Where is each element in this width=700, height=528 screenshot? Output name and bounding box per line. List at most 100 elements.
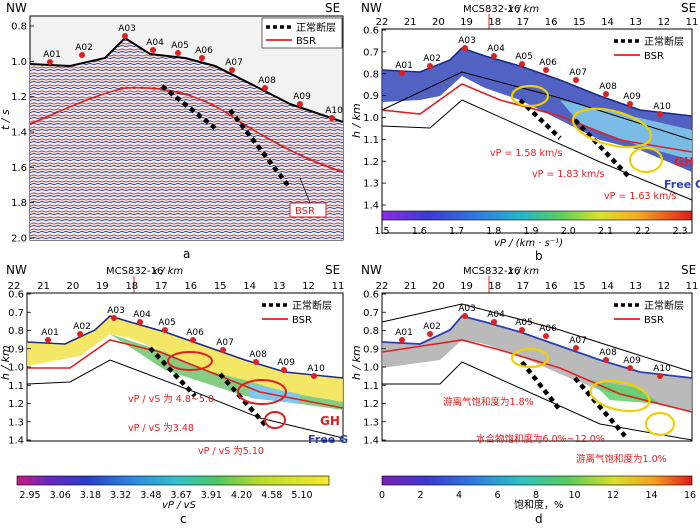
colorbar-tick-label: 3.48 bbox=[140, 490, 161, 501]
y-tick-label: 1.2 bbox=[11, 92, 27, 103]
y-tick-label: 1.4 bbox=[363, 201, 379, 212]
normal-fault-1 bbox=[520, 360, 562, 412]
station-marker bbox=[253, 359, 259, 365]
station-label: A08 bbox=[249, 350, 267, 360]
panel-d: NW SE MCS832-16 x / km 22 21 20 19 18 17 16 15 1… bbox=[350, 263, 698, 526]
panel-b: NW SE MCS832-16 x / km 22 21 20 19 18 17 16 15 1… bbox=[350, 1, 700, 263]
y-tick-label: 1.4 bbox=[11, 128, 27, 139]
y-tick-label: 2.0 bbox=[11, 234, 27, 245]
normal-fault-2 bbox=[228, 108, 292, 190]
y-ticks: 0.8 1.0 1.2 1.4 1.6 1.8 2.0 bbox=[11, 22, 34, 245]
stations: A01 A02 A03 A04 A05 A06 A07 A08 A09 A10 bbox=[395, 304, 671, 379]
colorbar-tick-label: 2.0 bbox=[561, 226, 576, 237]
direction-se-label: SE bbox=[325, 1, 340, 15]
station-label: A03 bbox=[458, 36, 476, 46]
normal-fault-2 bbox=[573, 376, 627, 438]
x-tick-label: 13 bbox=[629, 281, 642, 292]
station-label: A10 bbox=[325, 106, 343, 116]
station-label: A05 bbox=[515, 318, 533, 328]
saturation-annotation-1: 游离气饱和度为1.8% bbox=[443, 396, 534, 408]
profile-label: MCS832-16 bbox=[463, 4, 520, 15]
colorbar-tick-label: 4.58 bbox=[261, 490, 282, 501]
direction-se-label: SE bbox=[681, 263, 696, 277]
ratio-annotation-2: vP / vS 为3.48 bbox=[128, 422, 194, 434]
x-tick-label: 21 bbox=[404, 17, 417, 28]
anomaly-ellipse-3 bbox=[264, 411, 286, 429]
station-marker bbox=[462, 313, 468, 319]
y-tick-label: 1.0 bbox=[8, 363, 24, 374]
x-ticks: 22 21 20 19 18 17 16 15 14 13 12 11 bbox=[376, 17, 699, 28]
station-label: A03 bbox=[458, 304, 476, 314]
y-tick-label: 1.0 bbox=[363, 363, 379, 374]
seafloor-line bbox=[381, 314, 693, 379]
station-marker bbox=[190, 337, 196, 343]
station-marker bbox=[427, 331, 433, 337]
station-label: A07 bbox=[216, 338, 234, 348]
seafloor-line bbox=[29, 36, 344, 123]
station-label: A04 bbox=[487, 310, 505, 320]
velocity-annotation-3: vP = 1.63 km/s bbox=[604, 191, 676, 202]
x-tick-label: 19 bbox=[96, 281, 109, 292]
gh-edge-label: GH bbox=[674, 155, 694, 169]
station-label: A07 bbox=[225, 58, 243, 68]
x-tick-label: 15 bbox=[214, 281, 227, 292]
station-label: A05 bbox=[515, 52, 533, 62]
bsr-line bbox=[27, 339, 344, 409]
x-tick-label: 17 bbox=[517, 17, 530, 28]
colorbar bbox=[16, 475, 330, 486]
x-tick-label: 19 bbox=[460, 17, 473, 28]
colorbar bbox=[381, 475, 693, 486]
ratio-field-lower bbox=[110, 334, 343, 410]
station-label: A06 bbox=[186, 328, 204, 338]
station-label: A08 bbox=[599, 348, 617, 358]
horizon-lower bbox=[381, 99, 693, 201]
y-tick-label: 1.3 bbox=[363, 179, 379, 190]
station-marker bbox=[297, 101, 303, 107]
station-label: A06 bbox=[539, 324, 557, 334]
x-tick-label: 12 bbox=[657, 281, 670, 292]
colorbar-tick-label: 1.7 bbox=[449, 226, 464, 237]
direction-se-label: SE bbox=[325, 263, 340, 277]
station-marker bbox=[262, 85, 268, 91]
colorbar-label: vP / (km · s⁻¹) bbox=[494, 238, 563, 249]
station-marker bbox=[281, 367, 287, 373]
x-tick-label: 17 bbox=[155, 281, 168, 292]
station-marker bbox=[122, 33, 128, 39]
station-marker bbox=[229, 67, 235, 73]
bsr-line bbox=[381, 339, 693, 413]
horizon-upper bbox=[381, 71, 693, 141]
y-tick-label: 0.7 bbox=[363, 47, 379, 58]
x-tick-label: 20 bbox=[432, 17, 445, 28]
bsr-line bbox=[29, 86, 344, 173]
seafloor-line bbox=[381, 47, 693, 117]
station-label: A01 bbox=[41, 328, 59, 338]
anomaly-ellipse-3 bbox=[644, 411, 676, 437]
direction-nw-label: NW bbox=[361, 263, 382, 277]
station-label: A02 bbox=[423, 54, 441, 64]
station-label: A05 bbox=[171, 41, 189, 51]
x-axis-label: x / km bbox=[151, 266, 183, 277]
colorbar-tick-label: 2.2 bbox=[635, 226, 650, 237]
legend-fault-label: 正常断层 bbox=[296, 21, 336, 34]
x-tick-label: 21 bbox=[37, 281, 50, 292]
bsr-callout-box bbox=[289, 202, 327, 218]
y-tick-label: 1.1 bbox=[363, 135, 379, 146]
normal-fault-1 bbox=[160, 84, 217, 130]
bsr-callout-label: BSR bbox=[295, 206, 315, 217]
legend-box bbox=[610, 32, 690, 62]
station-marker bbox=[603, 357, 609, 363]
colorbar-tick-label: 10 bbox=[568, 490, 580, 501]
colorbar-tick-label: 2.3 bbox=[672, 226, 687, 237]
panel-a: NW SE 正常断层 BSR BSR t / s 0.8 1.0 1.2 1.4 1.6… bbox=[0, 1, 344, 261]
legend-bsr-label: BSR bbox=[292, 315, 312, 326]
y-tick-label: 0.8 bbox=[8, 326, 24, 337]
profile-label: MCS832-16 bbox=[463, 266, 520, 277]
y-ticks: 0.6 0.7 0.8 0.9 1.0 1.1 1.2 1.3 1.4 bbox=[363, 290, 386, 447]
x-tick-label: 12 bbox=[657, 17, 670, 28]
station-label: A09 bbox=[277, 358, 295, 368]
colorbar-tick-label: 0 bbox=[379, 490, 385, 501]
station-marker bbox=[150, 47, 156, 53]
station-label: A06 bbox=[195, 46, 213, 56]
station-label: A02 bbox=[75, 43, 93, 53]
